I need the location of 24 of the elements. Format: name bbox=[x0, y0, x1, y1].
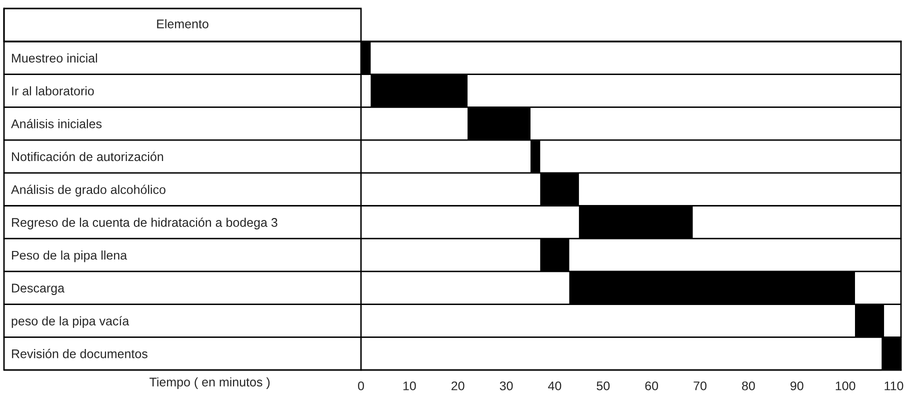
x-tick-label: 10 bbox=[403, 381, 416, 390]
y-axis-title: Elemento bbox=[157, 19, 208, 28]
x-axis-title: Tiempo ( en minutos ) bbox=[150, 377, 270, 389]
y-tick-label: Peso de la pipa llena bbox=[12, 250, 128, 262]
x-tick-label: 0 bbox=[358, 381, 364, 390]
y-tick-label: peso de la pipa vacía bbox=[12, 316, 130, 328]
x-tick-label: 100 bbox=[836, 381, 856, 390]
y-tick-label: Descarga bbox=[12, 284, 64, 295]
y-tick-label: Regreso de la cuenta de hidratación a bodega 3 bbox=[12, 218, 278, 230]
x-tick-label: 20 bbox=[452, 381, 464, 390]
x-tick-label: 50 bbox=[596, 381, 610, 390]
x-tick-label: 90 bbox=[790, 381, 804, 390]
y-tick-label: Revisión de documentos bbox=[12, 348, 148, 358]
x-tick-label: 70 bbox=[694, 381, 706, 390]
x-tick-label: 110 bbox=[884, 381, 904, 390]
y-tick-label: Muestreo inicial bbox=[12, 53, 98, 63]
y-tick-label: Análisis de grado alcohólico bbox=[11, 184, 166, 197]
y-tick-label: Notificación de autorización bbox=[12, 152, 164, 162]
x-tick-label: 60 bbox=[645, 381, 658, 390]
x-tick-label: 80 bbox=[742, 381, 755, 390]
y-tick-label: Ir al laboratorio bbox=[12, 86, 94, 96]
y-tick-label: Análisis iniciales bbox=[11, 118, 102, 128]
x-tick-label: 40 bbox=[548, 381, 562, 390]
x-tick-label: 30 bbox=[500, 381, 513, 390]
